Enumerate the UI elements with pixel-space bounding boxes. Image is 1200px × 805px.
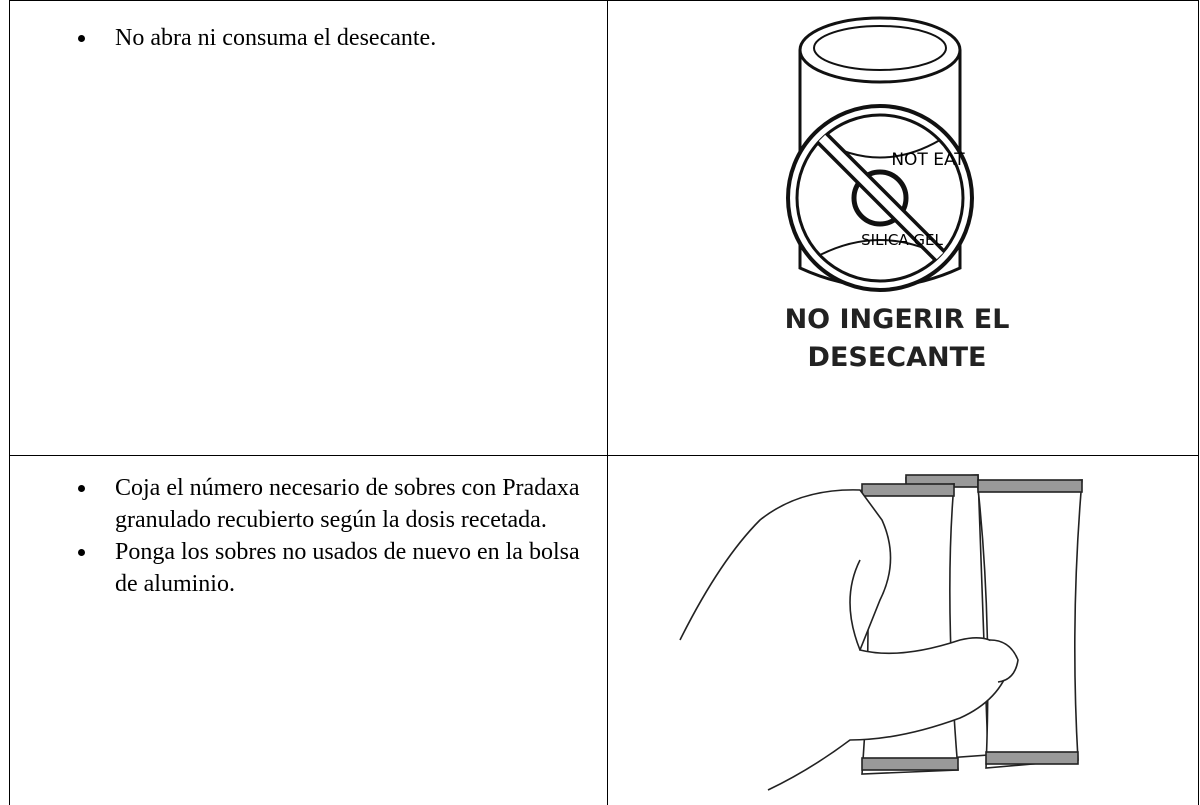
- table-border: [1198, 0, 1199, 805]
- sachets-illustration: [679, 474, 1083, 791]
- bullet-item: Ponga los sobres no usados de nuevo en l…: [78, 536, 595, 600]
- icon-caption: NO INGERIR EL: [785, 304, 1010, 335]
- icon-label: SILICA GEL: [861, 231, 943, 249]
- bullet-list: Coja el número necesario de sobres con P…: [9, 472, 595, 600]
- desiccant-icon: [786, 16, 974, 292]
- row-divider: [9, 455, 1199, 456]
- bullet-item: Coja el número necesario de sobres con P…: [78, 472, 595, 536]
- table-border: [9, 0, 10, 805]
- table-border: [9, 0, 1199, 1]
- column-divider: [607, 0, 608, 805]
- icon-label: NOT EAT: [891, 150, 965, 170]
- bullet-list: No abra ni consuma el desecante.: [9, 22, 595, 54]
- bullet-item: No abra ni consuma el desecante.: [78, 22, 595, 54]
- icon-caption: DESECANTE: [808, 342, 987, 373]
